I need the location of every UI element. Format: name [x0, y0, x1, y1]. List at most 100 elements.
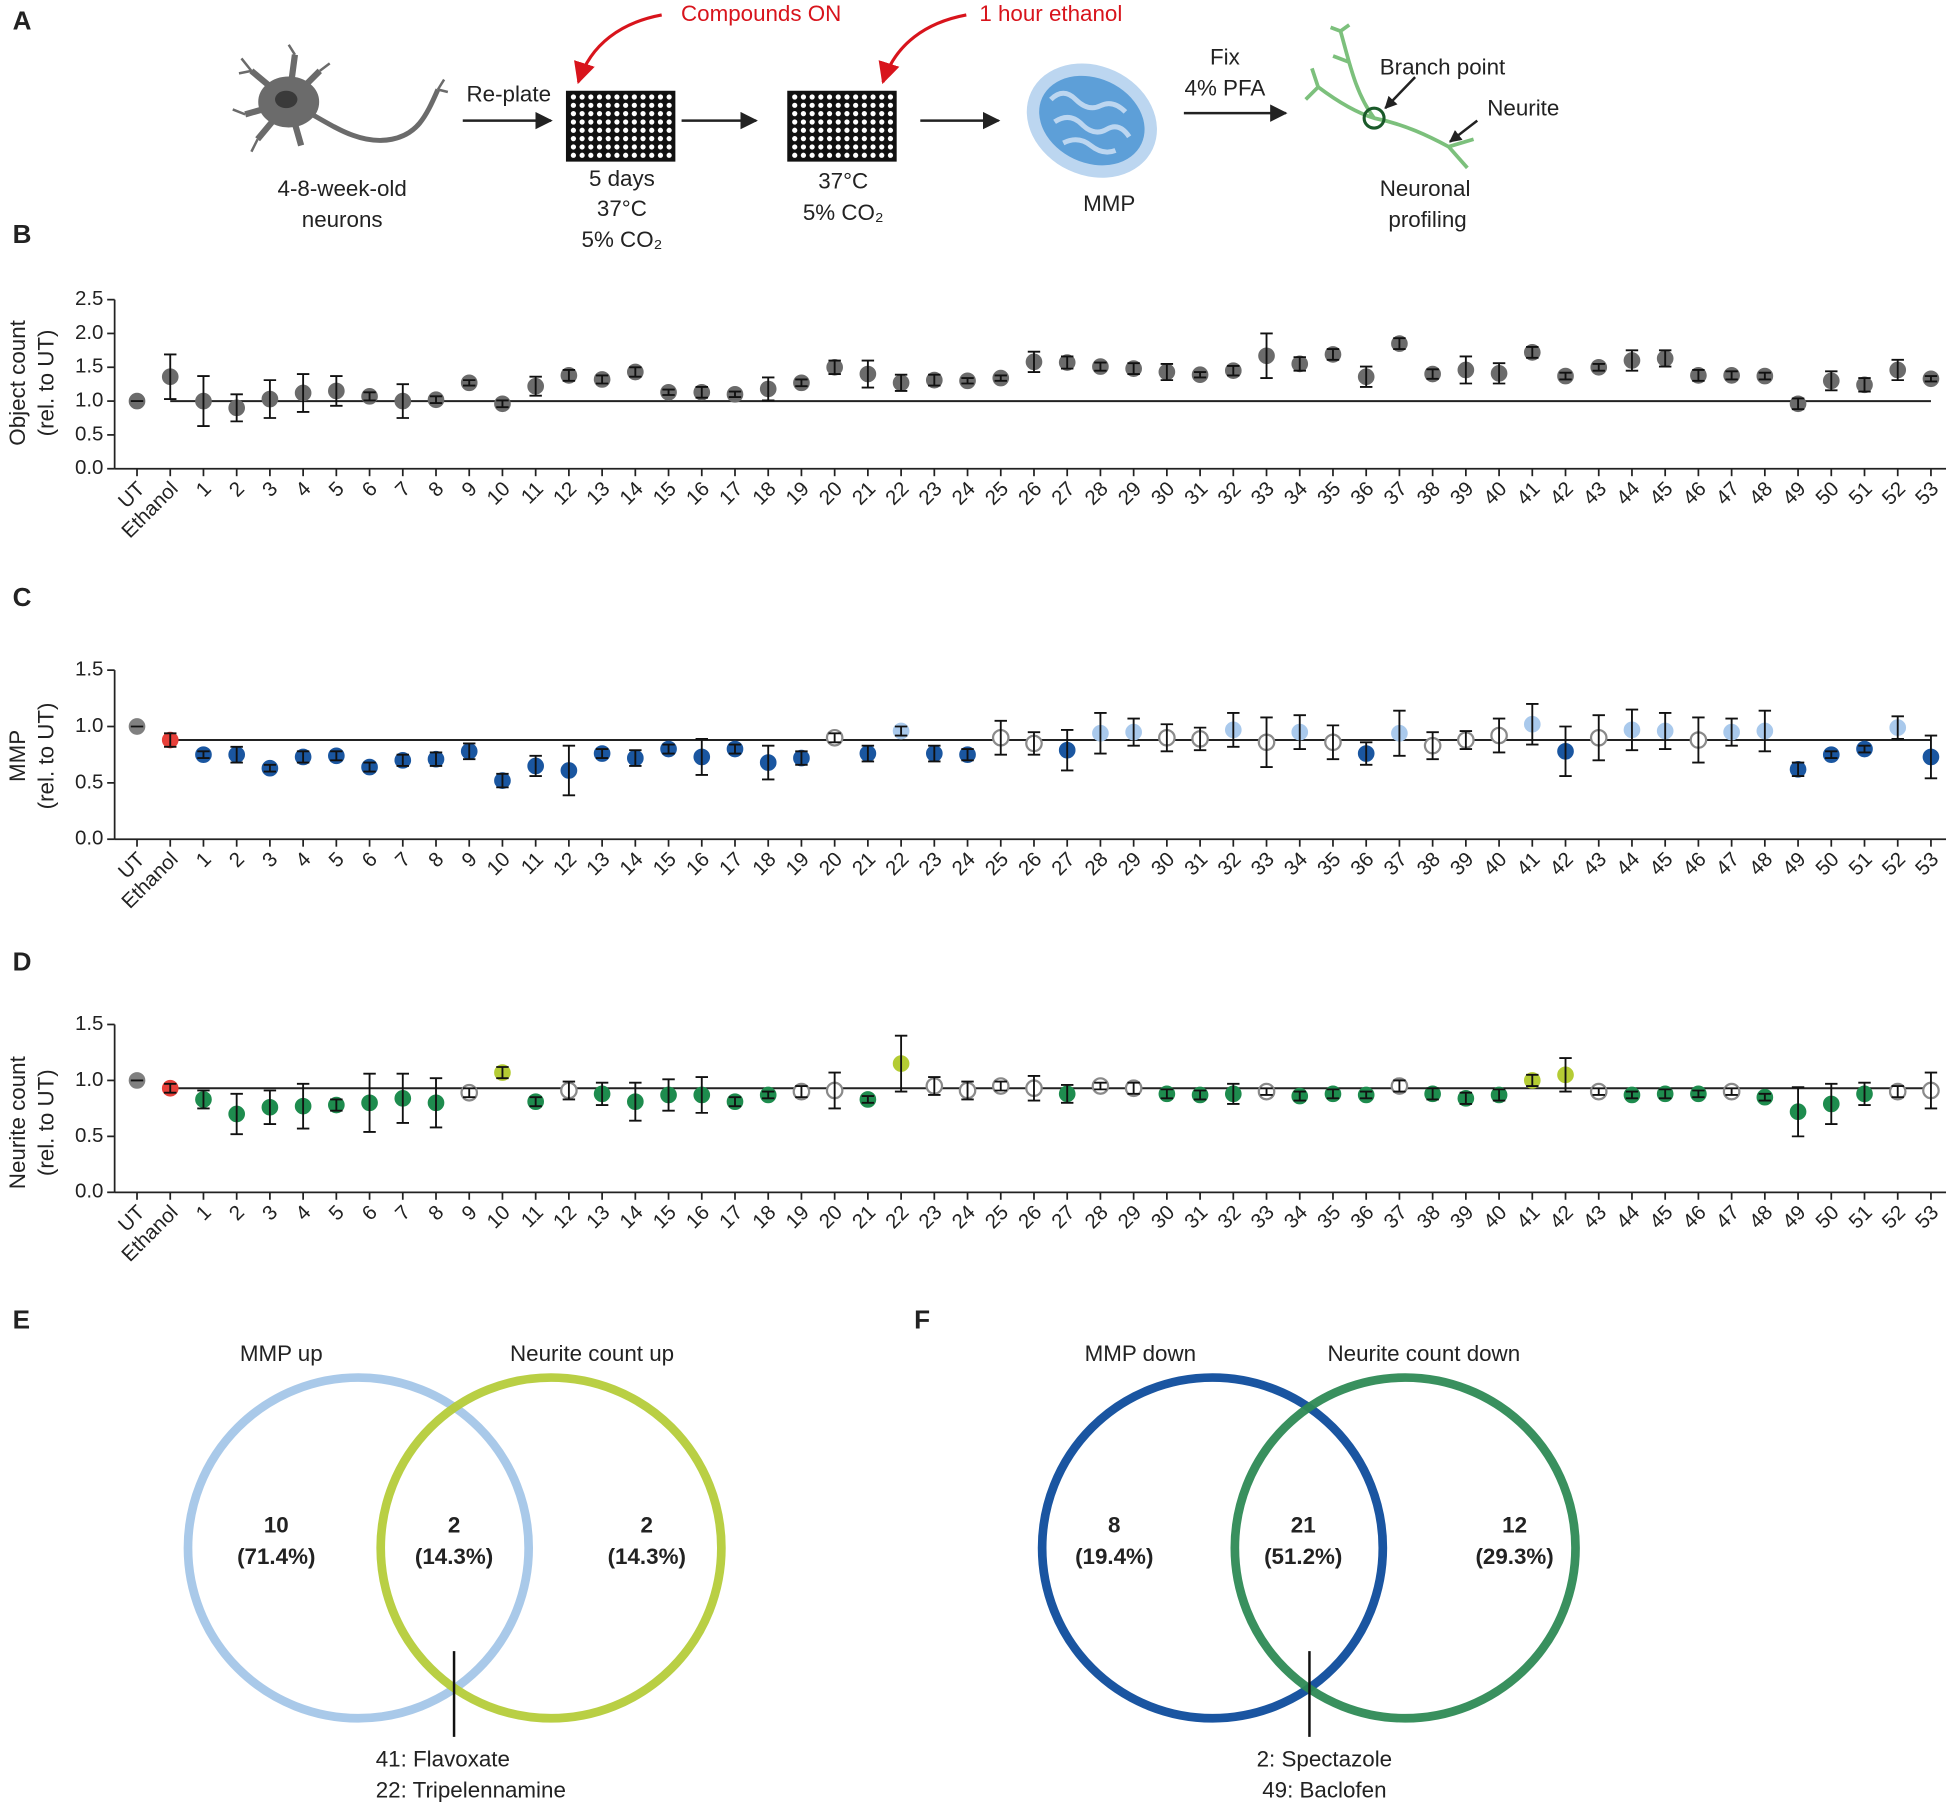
- error-bar: [728, 743, 742, 755]
- error-bar: [994, 374, 1007, 382]
- well: [792, 127, 798, 133]
- x-tick-label: 39: [1446, 477, 1478, 509]
- x-tick-label: 49: [1778, 477, 1810, 509]
- well: [631, 102, 637, 108]
- x-tick-label: 43: [1579, 477, 1611, 509]
- well: [887, 136, 894, 142]
- well: [596, 144, 603, 150]
- error-bar: [1592, 714, 1605, 762]
- error-bar: [1393, 709, 1406, 757]
- well: [605, 111, 611, 117]
- y-tick-label: 0.5: [75, 770, 104, 793]
- neuron-icon: [232, 44, 449, 153]
- y-tick-label: 1.0: [75, 1068, 104, 1091]
- x-tick-label: 2: [225, 477, 249, 501]
- x-tick-label: 52: [1878, 477, 1910, 509]
- well: [579, 136, 585, 142]
- x-tick-label: 33: [1246, 477, 1278, 509]
- error-bar: [1027, 1075, 1041, 1102]
- error-bar: [496, 399, 509, 409]
- error-bar: [1293, 356, 1306, 372]
- error-bar: [1725, 717, 1738, 747]
- x-tick-label: 50: [1811, 477, 1843, 509]
- well: [853, 136, 859, 142]
- well: [588, 152, 594, 158]
- well: [588, 111, 594, 117]
- x-tick-label: 23: [914, 1201, 946, 1233]
- well: [818, 144, 824, 150]
- x-tick-label: 42: [1545, 477, 1577, 509]
- y-tick-label: 0.0: [75, 827, 104, 850]
- error-bar: [230, 1092, 243, 1136]
- error-bar: [1825, 1082, 1838, 1125]
- region-count: 10: [264, 1513, 289, 1538]
- well: [826, 119, 833, 125]
- error-bar: [1027, 731, 1041, 756]
- error-bar: [629, 749, 642, 767]
- well: [861, 102, 867, 108]
- x-tick-label: 15: [648, 848, 680, 880]
- well: [792, 94, 798, 100]
- well: [835, 152, 841, 158]
- error-bar: [1160, 362, 1174, 382]
- well: [579, 111, 585, 117]
- x-tick-label: 11: [517, 477, 548, 508]
- error-bar: [1758, 709, 1772, 753]
- x-tick-label: 45: [1645, 1201, 1677, 1233]
- x-tick-label: 44: [1612, 1201, 1644, 1233]
- region-count: 2: [641, 1513, 653, 1538]
- x-tick-label: 19: [781, 1201, 813, 1233]
- error-bar: [629, 366, 642, 378]
- error-bar: [1559, 371, 1572, 381]
- error-bar: [1891, 1085, 1904, 1099]
- error-bar: [1492, 362, 1506, 385]
- well: [792, 136, 798, 142]
- x-tick-label: 10: [482, 848, 514, 880]
- error-bar: [296, 750, 310, 764]
- x-tick-label: 41: [1512, 848, 1544, 880]
- x-tick-label: 4: [291, 848, 315, 872]
- x-tick-label: 41: [1512, 1201, 1544, 1233]
- well: [800, 136, 807, 142]
- y-tick-label: 0.5: [75, 1124, 104, 1147]
- x-tick-label: 45: [1645, 477, 1677, 509]
- x-tick-label: 36: [1346, 477, 1378, 509]
- error-bar: [1559, 1057, 1572, 1093]
- well: [800, 111, 807, 117]
- error-bar: [1260, 716, 1273, 769]
- well: [826, 136, 833, 142]
- panel-label: A: [13, 5, 32, 35]
- error-bar: [1426, 368, 1439, 380]
- x-tick-label: 51: [1844, 848, 1876, 880]
- region-count: 12: [1502, 1513, 1527, 1538]
- error-bar: [629, 1081, 642, 1122]
- well: [844, 127, 850, 133]
- error-bar: [1526, 703, 1539, 746]
- venn-circle: [183, 1373, 534, 1723]
- error-bar: [1592, 1087, 1605, 1096]
- x-tick-label: 44: [1612, 848, 1644, 880]
- well: [844, 152, 850, 158]
- well: [640, 111, 646, 117]
- x-tick-label: 10: [482, 1201, 514, 1233]
- well: [579, 119, 585, 125]
- venn-circle: [1037, 1373, 1388, 1723]
- error-bar: [1658, 349, 1672, 368]
- well: [844, 102, 850, 108]
- set-label: Neurite count down: [1328, 1341, 1521, 1366]
- well: [588, 136, 594, 142]
- well: [614, 94, 620, 100]
- x-tick-label: 30: [1147, 477, 1179, 509]
- well: [809, 152, 815, 158]
- label: Fix: [1210, 44, 1240, 69]
- well: [666, 111, 672, 117]
- well: [809, 111, 815, 117]
- error-bar: [861, 359, 875, 389]
- set-label: MMP up: [240, 1341, 323, 1366]
- well: [826, 111, 833, 117]
- x-tick-label: 48: [1745, 1201, 1777, 1233]
- panel-label: F: [914, 1305, 930, 1335]
- well: [818, 102, 824, 108]
- x-tick-label: 32: [1213, 848, 1245, 880]
- callout-text: 49: Baclofen: [1262, 1778, 1386, 1803]
